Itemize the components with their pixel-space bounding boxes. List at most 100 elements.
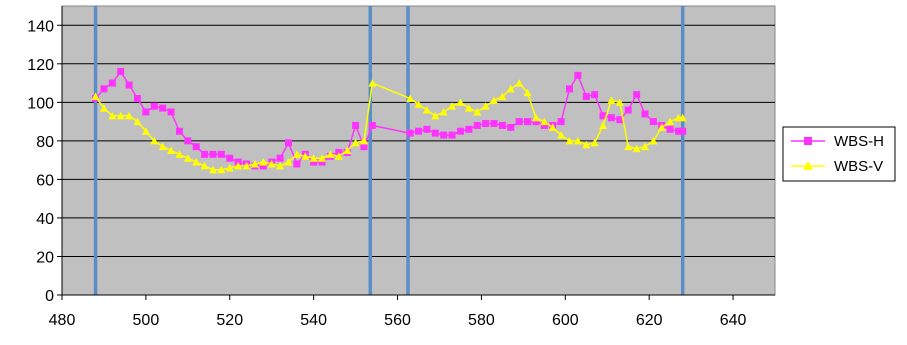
point-wbs-v-51 bbox=[548, 123, 557, 131]
point-wbs-v-19 bbox=[250, 159, 259, 168]
point-wbs-h-50 bbox=[540, 121, 548, 129]
vertical-markers bbox=[93, 6, 685, 295]
point-wbs-v-55 bbox=[582, 140, 591, 149]
point-wbs-v-21 bbox=[267, 159, 276, 168]
point-wbs-v-15 bbox=[217, 165, 226, 174]
point-wbs-h-31 bbox=[352, 121, 360, 129]
point-wbs-v-53 bbox=[565, 136, 574, 145]
point-wbs-h-5 bbox=[133, 94, 141, 102]
y-tick-label-120: 120 bbox=[27, 57, 54, 74]
point-wbs-v-46 bbox=[506, 84, 515, 93]
point-wbs-h-24 bbox=[293, 160, 301, 168]
point-wbs-v-24 bbox=[292, 150, 301, 158]
point-wbs-v-26 bbox=[309, 154, 318, 162]
point-wbs-v-31 bbox=[351, 138, 360, 147]
x-tick-label-580: 580 bbox=[468, 312, 495, 329]
point-wbs-h-11 bbox=[184, 137, 192, 145]
point-wbs-v-27 bbox=[318, 154, 327, 162]
point-wbs-v-0 bbox=[91, 92, 100, 101]
plot-area bbox=[61, 5, 776, 296]
point-wbs-h-65 bbox=[666, 125, 674, 133]
point-wbs-h-15 bbox=[217, 150, 225, 158]
point-wbs-h-34 bbox=[406, 129, 414, 137]
point-wbs-v-37 bbox=[431, 111, 440, 120]
point-wbs-h-63 bbox=[649, 118, 657, 126]
legend-label-wbs-v: WBS-V bbox=[834, 158, 883, 175]
point-wbs-v-1 bbox=[99, 104, 108, 112]
y-tick-label-60: 60 bbox=[36, 172, 54, 189]
point-wbs-h-1 bbox=[100, 85, 108, 93]
point-wbs-v-16 bbox=[225, 163, 234, 172]
legend: WBS-H WBS-V bbox=[782, 126, 896, 182]
point-wbs-h-9 bbox=[167, 108, 175, 116]
point-wbs-h-47 bbox=[515, 118, 523, 126]
legend-label-wbs-h: WBS-H bbox=[834, 133, 884, 150]
point-wbs-v-29 bbox=[334, 152, 343, 160]
y-tick-label-40: 40 bbox=[36, 211, 54, 228]
point-wbs-v-52 bbox=[557, 131, 566, 139]
series-wbs-v bbox=[91, 79, 687, 174]
point-wbs-h-66 bbox=[675, 127, 683, 135]
point-wbs-h-42 bbox=[473, 121, 481, 129]
point-wbs-v-39 bbox=[448, 102, 457, 110]
point-wbs-h-52 bbox=[557, 118, 565, 126]
point-wbs-h-13 bbox=[201, 150, 209, 158]
point-wbs-h-61 bbox=[633, 91, 641, 99]
point-wbs-h-3 bbox=[117, 68, 125, 76]
point-wbs-h-32 bbox=[360, 143, 368, 151]
point-wbs-v-25 bbox=[301, 152, 310, 160]
x-tick-label-560: 560 bbox=[384, 312, 411, 329]
point-wbs-v-23 bbox=[284, 158, 293, 166]
point-wbs-h-27 bbox=[318, 158, 326, 166]
point-wbs-h-45 bbox=[498, 121, 506, 129]
point-wbs-h-16 bbox=[226, 154, 234, 162]
point-wbs-v-22 bbox=[276, 161, 285, 170]
legend-box bbox=[782, 126, 896, 182]
axes bbox=[61, 6, 775, 296]
point-wbs-v-54 bbox=[573, 136, 582, 145]
point-wbs-v-35 bbox=[414, 100, 423, 108]
point-wbs-h-10 bbox=[175, 127, 183, 135]
point-wbs-v-2 bbox=[108, 111, 117, 120]
point-wbs-v-56 bbox=[590, 138, 599, 147]
x-tick-label-500: 500 bbox=[133, 312, 160, 329]
point-wbs-v-28 bbox=[326, 150, 335, 158]
point-wbs-h-62 bbox=[641, 110, 649, 118]
y-tick-label-80: 80 bbox=[36, 134, 54, 151]
point-wbs-h-54 bbox=[574, 71, 582, 79]
x-tick-label-480: 480 bbox=[49, 312, 76, 329]
point-wbs-v-12 bbox=[192, 158, 201, 166]
point-wbs-v-34 bbox=[406, 94, 415, 102]
point-wbs-v-20 bbox=[259, 158, 268, 166]
point-wbs-h-8 bbox=[159, 104, 167, 112]
x-tick-labels: 480 500 520 540 560 580 600 620 640 bbox=[49, 295, 747, 329]
x-tick-label-640: 640 bbox=[720, 312, 747, 329]
point-wbs-h-26 bbox=[310, 158, 318, 166]
legend-marker-wbs-v bbox=[803, 161, 813, 170]
point-wbs-v-41 bbox=[464, 104, 473, 112]
point-wbs-v-10 bbox=[175, 150, 184, 158]
point-wbs-v-49 bbox=[531, 113, 540, 122]
point-wbs-h-23 bbox=[284, 139, 292, 147]
legend-marker-wbs-h bbox=[804, 137, 812, 145]
point-wbs-v-6 bbox=[141, 127, 150, 135]
point-wbs-v-17 bbox=[234, 161, 243, 170]
series-layer bbox=[91, 68, 687, 174]
x-tick-label-600: 600 bbox=[552, 312, 579, 329]
point-wbs-v-32 bbox=[359, 136, 368, 145]
point-wbs-v-30 bbox=[343, 146, 352, 154]
y-tick-label-140: 140 bbox=[27, 18, 54, 35]
point-wbs-h-37 bbox=[431, 129, 439, 137]
point-wbs-v-59 bbox=[615, 98, 624, 106]
point-wbs-v-38 bbox=[439, 107, 448, 116]
point-wbs-h-14 bbox=[209, 150, 217, 158]
point-wbs-v-58 bbox=[607, 96, 616, 104]
point-wbs-v-40 bbox=[456, 98, 465, 106]
point-wbs-v-14 bbox=[208, 165, 217, 174]
point-wbs-h-41 bbox=[465, 125, 473, 133]
point-wbs-v-57 bbox=[599, 121, 608, 129]
point-wbs-v-42 bbox=[473, 107, 482, 116]
point-wbs-v-48 bbox=[523, 88, 532, 97]
point-wbs-h-49 bbox=[532, 118, 540, 126]
